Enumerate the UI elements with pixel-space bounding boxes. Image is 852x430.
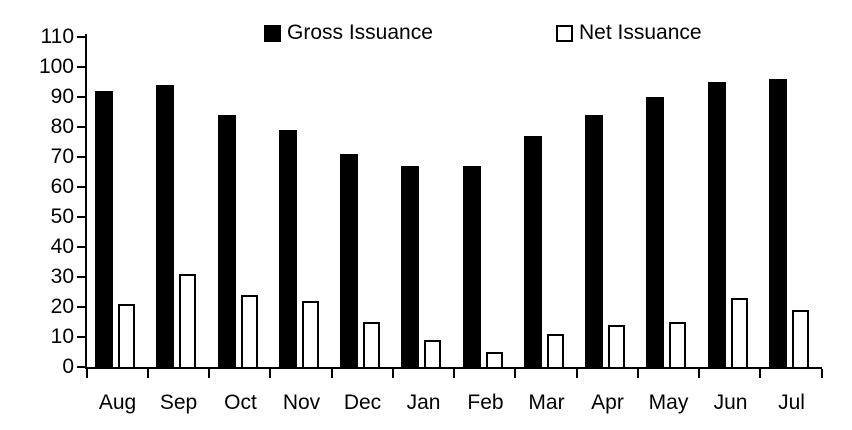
x-axis-tick xyxy=(208,369,210,378)
net-issuance-bar xyxy=(363,322,380,367)
x-axis-category-label: Apr xyxy=(591,391,624,414)
y-axis-tick xyxy=(77,276,85,278)
y-axis-line xyxy=(85,34,87,369)
gross-issuance-legend-marker-icon xyxy=(264,24,281,42)
y-axis-tick xyxy=(77,216,85,218)
gross-issuance-bar xyxy=(524,136,542,367)
y-axis-tick-label: 20 xyxy=(50,295,74,318)
x-axis-category-label: Aug xyxy=(98,391,137,414)
x-axis-category-label: Jan xyxy=(406,391,441,414)
net-issuance-bar xyxy=(424,340,441,367)
x-axis-tick xyxy=(698,369,700,378)
x-axis-tick xyxy=(821,369,823,378)
x-axis-tick xyxy=(269,369,271,378)
y-axis-tick xyxy=(77,246,85,248)
net-issuance-bar xyxy=(731,298,748,367)
net-issuance-bar xyxy=(669,322,686,367)
y-axis-tick-label: 100 xyxy=(38,55,74,78)
gross-issuance-bar xyxy=(218,115,236,367)
gross-issuance-bar xyxy=(340,154,358,367)
x-axis-category-label: Feb xyxy=(467,391,504,414)
y-axis-tick-label: 50 xyxy=(50,205,74,228)
y-axis-tick-label: 90 xyxy=(50,85,74,108)
net-issuance-bar xyxy=(179,274,196,367)
x-axis-tick xyxy=(392,369,394,378)
y-axis-tick xyxy=(77,336,85,338)
y-axis-tick-label: 30 xyxy=(50,265,74,288)
y-axis-tick xyxy=(77,366,85,368)
x-axis-tick xyxy=(514,369,516,378)
net-issuance-bar xyxy=(792,310,809,367)
x-axis-tick xyxy=(759,369,761,378)
y-axis-tick xyxy=(77,36,85,38)
gross-issuance-bar xyxy=(156,85,174,367)
gross-issuance-bar xyxy=(769,79,787,367)
x-axis-category-label: Oct xyxy=(224,391,257,414)
x-axis-tick xyxy=(637,369,639,378)
legend-item-gross-issuance: Gross Issuance xyxy=(264,22,433,44)
net-issuance-bar xyxy=(608,325,625,367)
x-axis-category-label: Sep xyxy=(159,391,198,414)
y-axis-tick xyxy=(77,156,85,158)
x-axis-line xyxy=(85,367,822,369)
x-axis-tick xyxy=(331,369,333,378)
x-axis-tick xyxy=(86,369,88,378)
x-axis-category-label: Nov xyxy=(282,391,321,414)
x-axis-category-label: Jun xyxy=(713,391,748,414)
y-axis-tick xyxy=(77,306,85,308)
y-axis-tick xyxy=(77,126,85,128)
gross-issuance-bar xyxy=(708,82,726,367)
y-axis-tick-label: 0 xyxy=(62,355,74,378)
net-issuance-bar xyxy=(241,295,258,367)
gross-issuance-bar xyxy=(95,91,113,367)
net-issuance-bar xyxy=(547,334,564,367)
gross-issuance-legend-label: Gross Issuance xyxy=(287,21,433,44)
x-axis-category-label: May xyxy=(648,391,689,414)
y-axis-tick-label: 110 xyxy=(40,25,74,48)
gross-issuance-bar xyxy=(279,130,297,367)
x-axis-tick xyxy=(453,369,455,378)
x-axis-category-label: Dec xyxy=(343,391,382,414)
net-issuance-legend-label: Net Issuance xyxy=(579,21,702,44)
gross-issuance-bar xyxy=(646,97,664,367)
y-axis-tick xyxy=(77,186,85,188)
y-axis-tick-label: 40 xyxy=(50,235,74,258)
y-axis-tick-label: 80 xyxy=(50,115,74,138)
net-issuance-bar xyxy=(118,304,135,367)
net-issuance-legend-marker-icon xyxy=(556,24,573,42)
net-issuance-bar xyxy=(486,352,503,367)
legend-item-net-issuance: Net Issuance xyxy=(556,22,702,44)
y-axis-tick xyxy=(77,96,85,98)
x-axis-tick xyxy=(147,369,149,378)
x-axis-category-label: Jul xyxy=(778,391,805,414)
gross-issuance-bar xyxy=(463,166,481,367)
y-axis-tick-label: 10 xyxy=(50,325,74,348)
gross-issuance-bar xyxy=(585,115,603,367)
gross-issuance-bar xyxy=(401,166,419,367)
y-axis-tick-label: 70 xyxy=(50,145,74,168)
y-axis-tick xyxy=(77,66,85,68)
x-axis-tick xyxy=(576,369,578,378)
y-axis-tick-label: 60 xyxy=(50,175,74,198)
net-issuance-bar xyxy=(302,301,319,367)
x-axis-category-label: Mar xyxy=(528,391,565,414)
